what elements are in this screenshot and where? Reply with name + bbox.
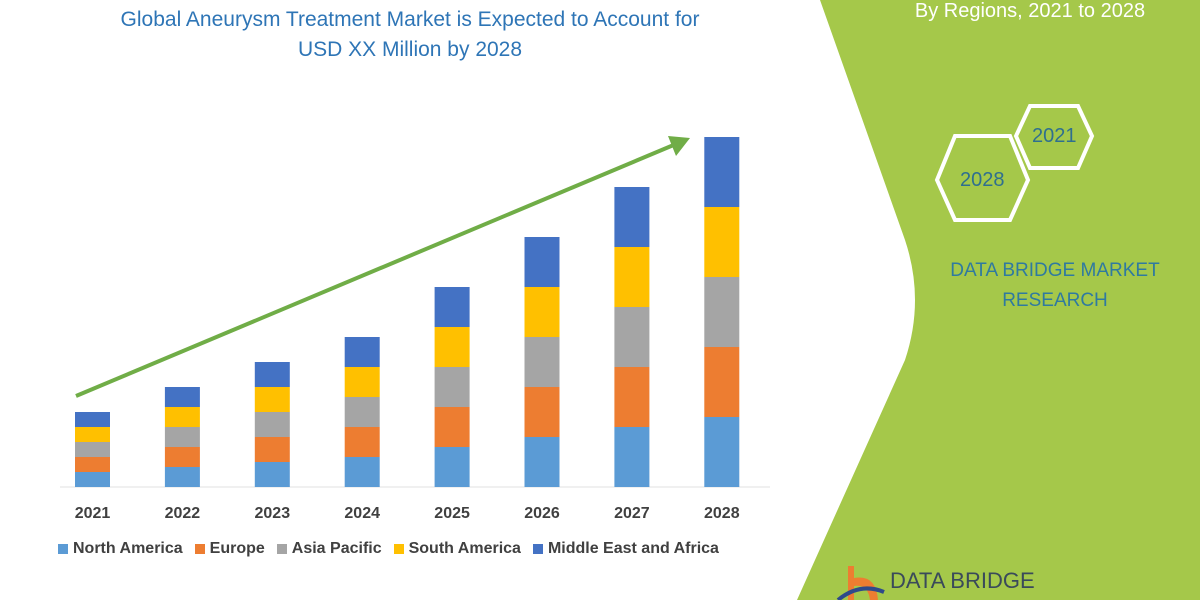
x-tick-label: 2023 bbox=[255, 505, 291, 522]
hex-label-2028: 2028 bbox=[960, 169, 1005, 191]
brand-text: DATA BRIDGE MARKET RESEARCH bbox=[920, 256, 1190, 316]
bar-segment-2024-north-america bbox=[344, 457, 380, 487]
bar-segment-2023-south-america bbox=[254, 387, 290, 412]
legend-swatch bbox=[276, 544, 287, 554]
green-side-panel bbox=[797, 0, 1200, 600]
bar-segment-2022-south-america bbox=[164, 407, 200, 427]
x-tick-labels: 2021 2022 2023 2024 2025 2026 2027 2028 bbox=[75, 505, 740, 522]
bar-segment-2028-north-america bbox=[704, 417, 740, 487]
legend-item: South America bbox=[393, 540, 521, 558]
x-tick-label: 2022 bbox=[165, 505, 201, 522]
bar-segment-2021-north-america bbox=[75, 472, 110, 487]
x-tick-label: 2027 bbox=[614, 505, 650, 522]
x-tick-label: 2021 bbox=[75, 505, 111, 522]
bar-segment-2022-middle-east-and-africa bbox=[164, 387, 200, 407]
bar-segment-2026-north-america bbox=[524, 437, 560, 487]
logo-icon bbox=[836, 566, 885, 600]
legend-item: North America bbox=[58, 540, 183, 558]
bar-segment-2028-asia-pacific bbox=[704, 277, 740, 347]
bar-segment-2025-asia-pacific bbox=[434, 367, 470, 407]
bar-segment-2025-middle-east-and-africa bbox=[434, 287, 470, 327]
bar-segment-2022-europe bbox=[164, 447, 200, 467]
bar-segment-2028-europe bbox=[704, 347, 740, 417]
bar-segment-2023-middle-east-and-africa bbox=[254, 362, 290, 387]
legend-label: South America bbox=[408, 540, 521, 557]
bar-segment-2021-europe bbox=[75, 457, 110, 472]
bar-segment-2021-south-america bbox=[75, 427, 110, 442]
hexagon-2028 bbox=[934, 134, 1031, 222]
bar-segment-2023-europe bbox=[254, 437, 290, 462]
bar-segment-2022-north-america bbox=[164, 467, 200, 487]
legend-label: Asia Pacific bbox=[291, 540, 382, 557]
x-tick-label: 2024 bbox=[344, 505, 380, 522]
legend-label: North America bbox=[73, 540, 183, 557]
bar-segment-2027-middle-east-and-africa bbox=[614, 187, 650, 247]
bar-segment-2028-middle-east-and-africa bbox=[704, 137, 740, 207]
bar-segment-2027-south-america bbox=[614, 247, 650, 307]
bar-segment-2026-middle-east-and-africa bbox=[524, 237, 560, 287]
bar-segment-2026-south-america bbox=[524, 287, 560, 337]
legend-item: Middle East and Africa bbox=[532, 540, 719, 558]
bar-segment-2021-middle-east-and-africa bbox=[75, 412, 110, 427]
logo-text: DATA BRIDGE bbox=[890, 568, 1035, 593]
bar-segment-2027-europe bbox=[614, 367, 650, 427]
bar-segment-2024-middle-east-and-africa bbox=[344, 337, 380, 367]
trend-arrow bbox=[75, 136, 690, 398]
brand-line2: RESEARCH bbox=[1002, 290, 1108, 311]
chart-title-line1: Global Aneurysm Treatment Market is Expe… bbox=[120, 8, 700, 31]
x-tick-label: 2028 bbox=[704, 505, 740, 522]
bar-segment-2024-europe bbox=[344, 427, 380, 457]
bar-segment-2024-asia-pacific bbox=[344, 397, 380, 427]
legend-item: Europe bbox=[194, 540, 265, 558]
bar-segment-2022-asia-pacific bbox=[164, 427, 200, 447]
bar-segment-2026-europe bbox=[524, 387, 560, 437]
side-subtitle: By Regions, 2021 to 2028 bbox=[914, 0, 1146, 22]
hexagon-2021 bbox=[1013, 104, 1095, 170]
bar-segment-2028-south-america bbox=[704, 207, 740, 277]
legend-item: Asia Pacific bbox=[276, 540, 382, 558]
bar-segment-2023-asia-pacific bbox=[254, 412, 290, 437]
brand-line1: DATA BRIDGE MARKET bbox=[950, 260, 1160, 281]
legend-label: Europe bbox=[209, 540, 265, 557]
legend-swatch bbox=[58, 544, 68, 554]
bar-segment-2025-europe bbox=[434, 407, 470, 447]
chart-title-line2: USD XX Million by 2028 bbox=[297, 38, 523, 61]
bars-group bbox=[75, 137, 740, 487]
bar-segment-2025-south-america bbox=[434, 327, 470, 367]
hex-label-2021: 2021 bbox=[1032, 125, 1077, 147]
bar-segment-2027-asia-pacific bbox=[614, 307, 650, 367]
bar-segment-2023-north-america bbox=[254, 462, 290, 487]
bar-segment-2021-asia-pacific bbox=[75, 442, 110, 457]
bar-segment-2024-south-america bbox=[344, 367, 380, 397]
bar-segment-2027-north-america bbox=[614, 427, 650, 487]
legend: North America Europe Asia Pacific South … bbox=[58, 540, 719, 558]
legend-swatch bbox=[194, 544, 205, 554]
x-tick-label: 2025 bbox=[434, 505, 470, 522]
bar-segment-2026-asia-pacific bbox=[524, 337, 560, 387]
legend-swatch bbox=[532, 544, 543, 554]
bar-segment-2025-north-america bbox=[434, 447, 470, 487]
legend-label: Middle East and Africa bbox=[547, 540, 719, 557]
legend-swatch bbox=[393, 544, 404, 554]
x-tick-label: 2026 bbox=[524, 505, 560, 522]
